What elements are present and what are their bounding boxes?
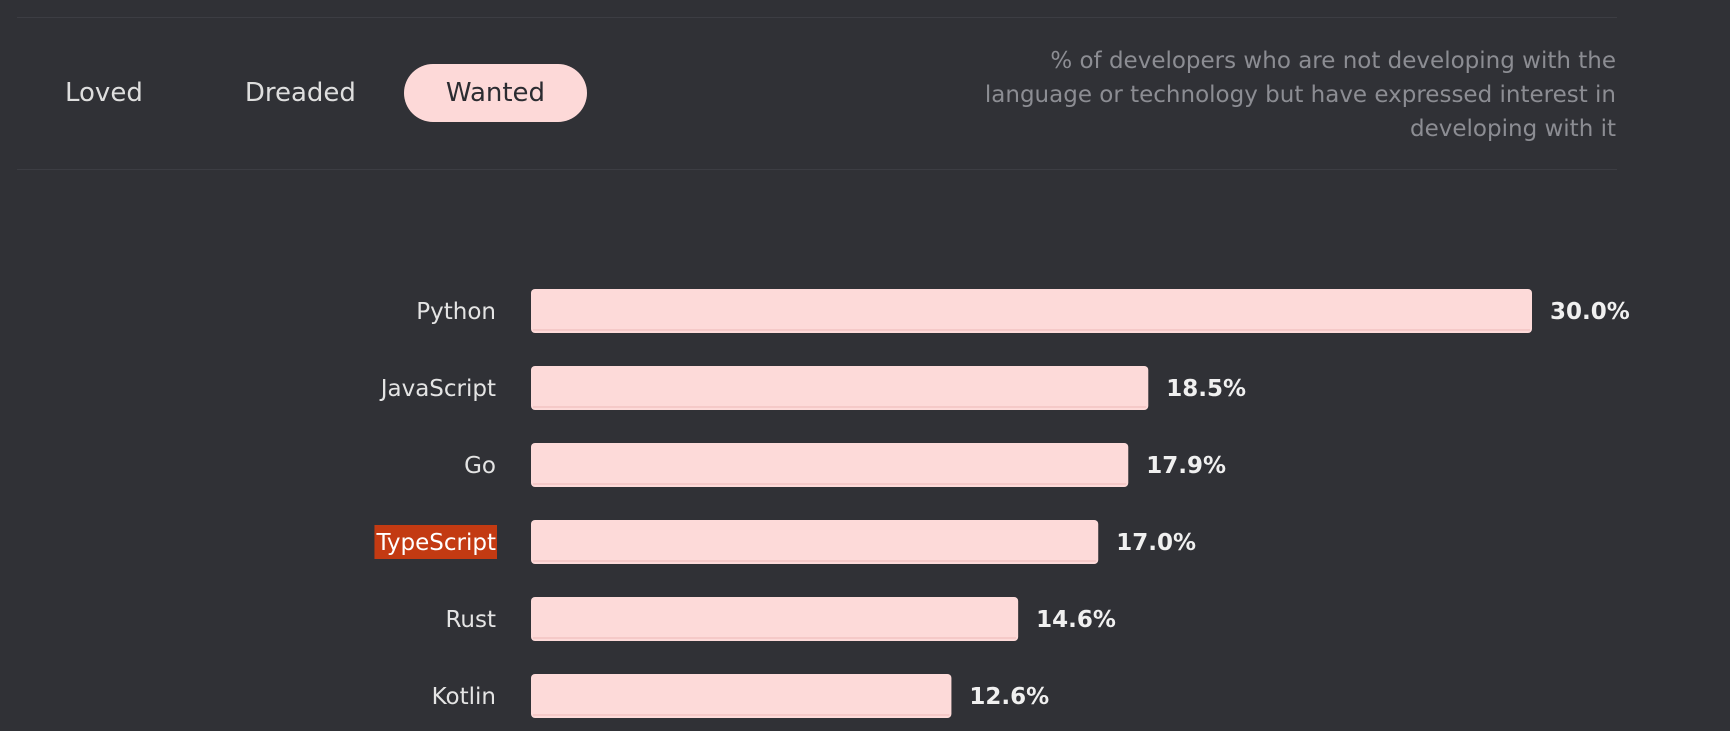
bar-python (531, 289, 1532, 333)
bar-kotlin (531, 674, 952, 718)
tab-bar: Loved Dreaded Wanted (36, 64, 588, 122)
bar-row-typescript: TypeScript 17.0% (374, 520, 1196, 564)
bar-shade-python (533, 329, 1530, 331)
category-highlight (374, 525, 497, 559)
category-label-javascript: JavaScript (379, 376, 496, 402)
bar-shade-javascript (533, 406, 1147, 408)
bar-shade-rust (533, 637, 1017, 639)
category-label-rust: Rust (445, 607, 496, 633)
category-label-go: Go (464, 453, 496, 479)
bar-row-kotlin: Kotlin 12.6% (432, 674, 1049, 718)
value-label-go: 17.9% (1146, 453, 1226, 479)
category-label-python: Python (416, 299, 496, 325)
value-label-rust: 14.6% (1036, 607, 1116, 633)
value-label-kotlin: 12.6% (969, 684, 1049, 710)
bar-javascript (531, 366, 1149, 410)
category-label-kotlin: Kotlin (432, 684, 496, 710)
bar-row-go: Go 17.9% (464, 443, 1226, 487)
value-label-typescript: 17.0% (1116, 530, 1196, 556)
bar-row-javascript: JavaScript 18.5% (379, 366, 1246, 410)
category-label-typescript: TypeScript (375, 530, 496, 556)
bar-shade-typescript (533, 560, 1097, 562)
bar-typescript (531, 520, 1099, 564)
bar-rust (531, 597, 1019, 641)
header-divider (17, 169, 1617, 170)
value-label-python: 30.0% (1550, 299, 1630, 325)
tab-dreaded[interactable]: Dreaded (244, 78, 356, 108)
bar-row-rust: Rust 14.6% (445, 597, 1116, 641)
bar-shade-kotlin (533, 714, 950, 716)
top-divider (17, 17, 1617, 18)
value-label-javascript: 18.5% (1166, 376, 1246, 402)
bar-row-python: Python 30.0% (416, 289, 1630, 333)
bar-shade-go (533, 483, 1127, 485)
tab-wanted[interactable]: Wanted (403, 64, 588, 122)
tab-loved[interactable]: Loved (65, 78, 143, 108)
bar-go (531, 443, 1129, 487)
metric-description: % of developers who are not developing w… (984, 48, 1616, 142)
